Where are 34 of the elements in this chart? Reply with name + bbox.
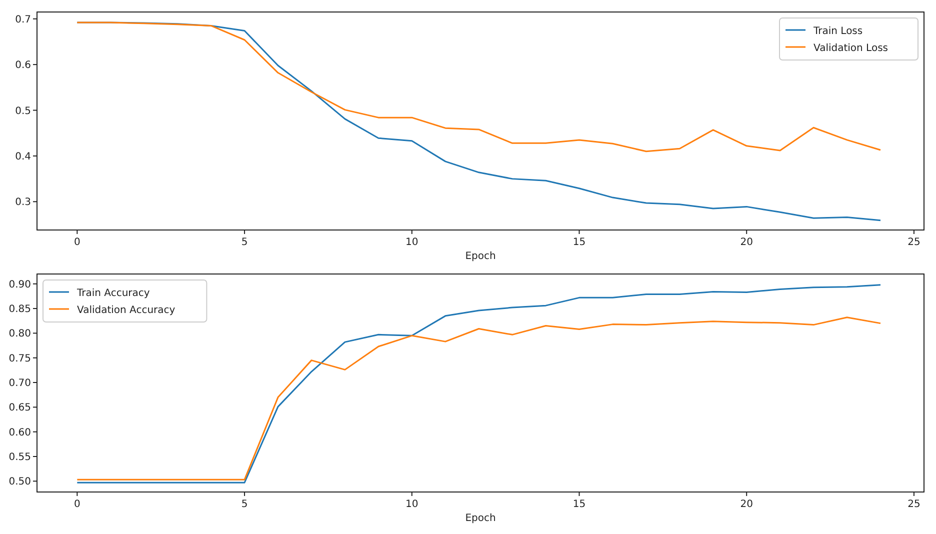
x-tick-label: 10	[406, 237, 418, 248]
legend-label: Validation Loss	[814, 43, 888, 54]
y-tick-label: 0.6	[15, 60, 31, 72]
y-tick-label: 0.5	[15, 106, 31, 117]
y-tick-label: 0.65	[8, 402, 31, 414]
x-tick-label: 5	[241, 499, 248, 510]
x-axis-title: Epoch	[465, 251, 496, 262]
y-tick-label: 0.70	[8, 378, 31, 390]
x-tick-label: 0	[74, 237, 80, 248]
x-tick-label: 20	[740, 499, 753, 510]
x-tick-label: 0	[74, 499, 80, 510]
y-tick-label: 0.50	[8, 476, 31, 488]
x-tick-label: 25	[908, 499, 920, 510]
y-tick-label: 0.60	[8, 427, 31, 438]
y-tick-label: 0.4	[15, 151, 31, 162]
legend-label: Train Loss	[812, 26, 863, 37]
x-tick-label: 15	[572, 499, 586, 510]
y-tick-label: 0.7	[15, 14, 31, 26]
x-tick-label: 20	[740, 237, 753, 248]
legend-label: Train Accuracy	[76, 288, 150, 299]
x-tick-label: 15	[572, 237, 586, 248]
y-tick-label: 0.85	[8, 304, 31, 316]
legend-label: Validation Accuracy	[77, 305, 176, 316]
x-tick-label: 5	[241, 237, 248, 248]
y-tick-label: 0.3	[15, 197, 31, 208]
line-series	[76, 316, 882, 480]
y-tick-label: 0.75	[8, 353, 31, 364]
line-series	[76, 284, 882, 484]
y-tick-label: 0.55	[8, 452, 31, 463]
x-tick-label: 25	[908, 237, 920, 248]
x-tick-label: 10	[406, 499, 418, 510]
y-tick-label: 0.80	[8, 328, 31, 340]
x-axis-title: Epoch	[465, 513, 496, 524]
y-tick-label: 0.90	[8, 279, 31, 290]
